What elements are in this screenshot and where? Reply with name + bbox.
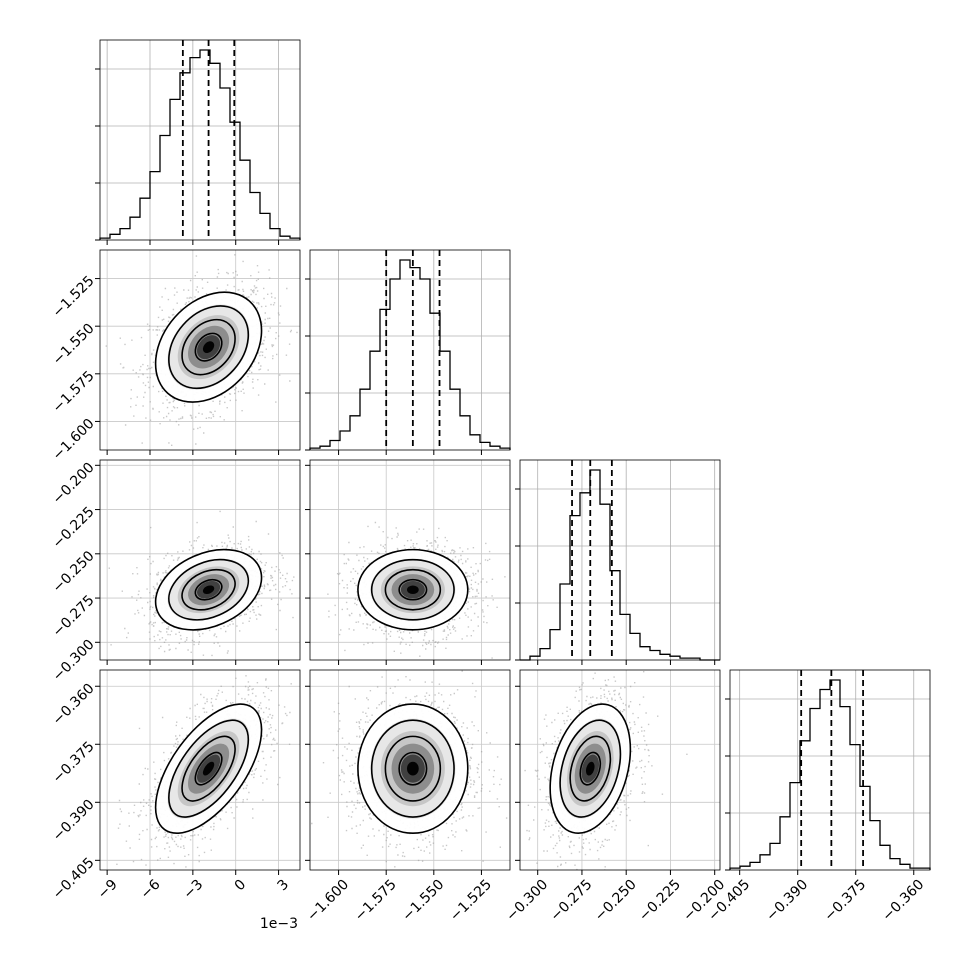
- histogram-step: [99, 49, 301, 240]
- x-tick-label: −3: [181, 877, 207, 903]
- x-tick-label: 0: [232, 877, 250, 895]
- density-fill: [406, 761, 419, 776]
- x-tick-label: −0.300: [503, 877, 551, 925]
- panel-content: [520, 670, 720, 870]
- x-tick-label: 3: [275, 877, 293, 895]
- y-tick-label: −0.225: [50, 504, 98, 552]
- contour-line: [181, 735, 236, 802]
- x-tick-label: −0.360: [879, 877, 927, 925]
- panel-frame: [729, 669, 931, 871]
- x-tick-label: −1.525: [447, 877, 495, 925]
- histogram-panel-3: [725, 669, 931, 875]
- contour-line: [168, 719, 250, 818]
- scatter-panel-1-0: [95, 249, 301, 455]
- panel-content: [310, 460, 510, 660]
- density-fill: [406, 585, 419, 595]
- contour-line: [181, 568, 236, 611]
- contour-line: [154, 703, 263, 834]
- panel-frame: [309, 249, 511, 451]
- histogram-panel-0: [95, 39, 301, 245]
- scatter-panel-3-2: [515, 669, 721, 875]
- contour-line: [154, 291, 263, 403]
- histogram-step: [309, 259, 511, 450]
- x-tick-label: −0.250: [592, 877, 640, 925]
- contour-line: [559, 719, 622, 818]
- contour-line: [357, 548, 469, 631]
- histogram-panel-2: [515, 459, 721, 665]
- x-tick-label: −1.575: [352, 877, 400, 925]
- panel-frame: [99, 39, 301, 241]
- contour-line: [579, 751, 602, 786]
- contour-line: [370, 558, 455, 621]
- panel-frame: [309, 459, 511, 661]
- contour-line: [194, 578, 223, 601]
- y-tick-label: −0.250: [50, 548, 98, 596]
- x-tick-label: −6: [138, 877, 164, 903]
- x-tick-label: −9: [95, 877, 121, 903]
- x-offset-label: 1e−3: [260, 916, 298, 932]
- scatter-panel-3-0: [95, 669, 301, 875]
- contour-line: [384, 568, 442, 611]
- histogram-step: [520, 469, 720, 661]
- panel-frame: [519, 459, 721, 661]
- contour-line: [398, 751, 428, 786]
- y-tick-label: −0.405: [50, 855, 98, 903]
- panel-frame: [519, 669, 721, 871]
- scatter-points: [327, 521, 506, 659]
- y-tick-label: −1.550: [50, 321, 98, 369]
- panel-frame: [99, 669, 301, 871]
- y-tick-label: −0.275: [50, 592, 98, 640]
- y-tick-label: −1.575: [50, 368, 98, 416]
- contour-line: [181, 318, 236, 376]
- x-tick-label: −1.600: [304, 877, 352, 925]
- contour-line: [384, 735, 442, 802]
- histogram-panel-1: [305, 249, 511, 455]
- x-tick-label: −1.550: [399, 877, 447, 925]
- panel-frame: [99, 459, 301, 661]
- panel-content: [100, 250, 300, 450]
- y-tick-label: −0.375: [50, 739, 98, 787]
- y-tick-label: −0.360: [50, 681, 98, 729]
- density-fill: [202, 761, 215, 776]
- x-tick-label: −0.225: [636, 877, 684, 925]
- scatter-panel-2-0: [95, 459, 301, 665]
- density-fill: [202, 341, 215, 354]
- contour-line: [370, 719, 455, 818]
- y-tick-label: −1.600: [50, 416, 98, 464]
- scatter-panel-3-1: [305, 669, 511, 875]
- panel-content: [100, 670, 300, 870]
- x-tick-label: −0.275: [548, 877, 596, 925]
- panel-content: [310, 670, 510, 870]
- panel-frame: [99, 249, 301, 451]
- contour-line: [398, 578, 428, 601]
- y-tick-label: −1.525: [50, 273, 98, 321]
- contour-line: [168, 558, 250, 621]
- contour-line: [569, 735, 612, 802]
- density-fill: [585, 761, 595, 776]
- y-tick-label: −0.300: [50, 637, 98, 685]
- panel-frame: [309, 669, 511, 871]
- contour-line: [194, 332, 223, 362]
- panel-content: [100, 460, 300, 660]
- scatter-panel-2-1: [305, 459, 511, 665]
- contour-line: [194, 751, 223, 786]
- x-tick-label: −0.390: [763, 877, 811, 925]
- y-tick-label: −0.390: [50, 797, 98, 845]
- contour-line: [168, 305, 250, 390]
- x-tick-label: −0.375: [821, 877, 869, 925]
- contour-line: [549, 703, 632, 834]
- histogram-step: [729, 679, 931, 870]
- contour-line: [357, 703, 469, 834]
- y-tick-label: −0.200: [50, 460, 98, 508]
- density-fill: [202, 585, 215, 595]
- contour-line: [154, 548, 263, 631]
